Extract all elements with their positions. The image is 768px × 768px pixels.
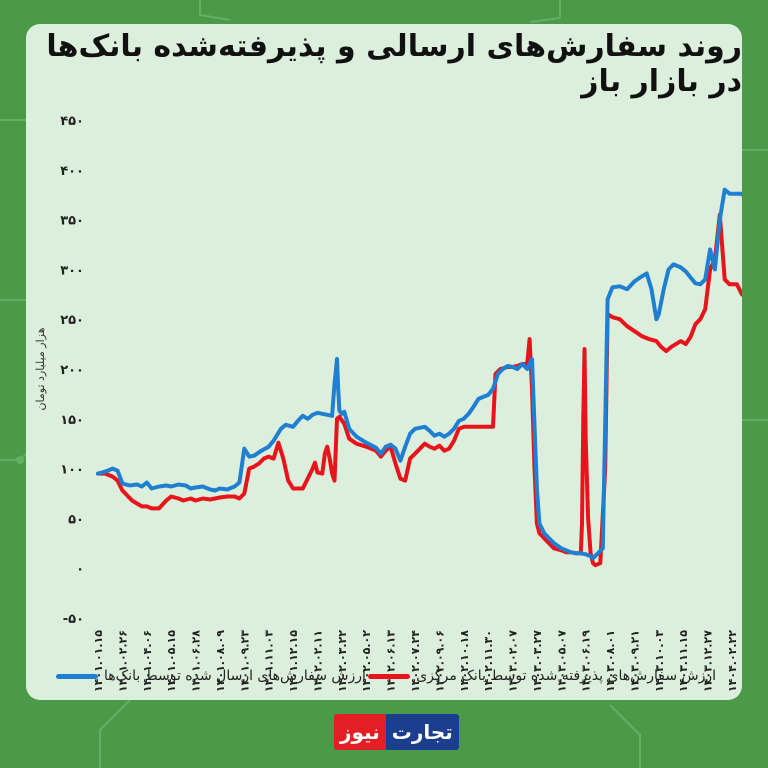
- x-tick-label: ۱۴۰۳.۰۵.۰۷: [555, 630, 568, 692]
- x-tick-label: ۱۴۰۱.۰۶.۲۸: [190, 630, 203, 692]
- brand-logo: تجارت نیوز: [334, 714, 459, 750]
- legend-label-sent: ارزش سفارش‌های ارسال شده توسط بانک‌ها: [104, 668, 366, 684]
- x-tick-label: ۱۴۰۲.۰۳.۲۲: [336, 630, 349, 692]
- legend-swatch-accepted: [368, 673, 411, 679]
- y-tick-label: ۰: [76, 562, 84, 577]
- x-tick-label: ۱۴۰۲.۱۰.۱۸: [458, 630, 471, 692]
- y-tick-label: ۱۵۰: [60, 413, 84, 428]
- line-chart: ۴۵۰ ۴۰۰ ۳۵۰ ۳۰۰ ۲۵۰ ۲۰۰ ۱۵۰ ۱۰۰ ۵۰ ۰ -۵۰ هزار میلیا…: [34, 114, 742, 692]
- y-tick-label: -۵۰: [63, 612, 84, 627]
- series-line-sent: [96, 187, 742, 561]
- x-tick-label: ۱۴۰۱.۱۲.۱۵: [287, 630, 300, 692]
- chart-title: روند سفارش‌های ارسالی و پذیرفته‌شده بانک…: [46, 29, 742, 99]
- x-tick-label: ۱۴۰۱.۰۲.۲۶: [116, 630, 129, 692]
- x-tick-label: ۱۴۰۲.۰۲.۱۱: [311, 630, 324, 692]
- legend-swatch-sent: [56, 673, 98, 679]
- logo-part-2: نیوز: [334, 714, 386, 750]
- x-tick-label: ۱۴۰۲.۰۹.۰۶: [433, 630, 446, 692]
- x-tick-label: ۱۴۰۲.۰۷.۲۴: [409, 630, 422, 692]
- y-tick-label: ۴۵۰: [60, 114, 84, 129]
- x-tick-label: ۱۴۰۳.۱۲.۲۷: [702, 630, 715, 692]
- legend-item-accepted: ارزش سفارش‌های پذیرفته شده توسط بانک مرک…: [368, 668, 716, 684]
- x-tick-label: ۱۴۰۳.۱۰.۰۳: [653, 630, 666, 692]
- x-tick-label: ۱۴۰۳.۱۱.۱۵: [677, 630, 690, 692]
- y-axis-label: هزار میلیارد تومان: [34, 327, 47, 410]
- legend-item-sent: ارزش سفارش‌های ارسال شده توسط بانک‌ها: [56, 668, 366, 684]
- x-tick-label: ۱۴۰۳.۰۶.۱۹: [580, 630, 593, 692]
- y-tick-label: ۵۰: [68, 512, 84, 527]
- x-tick-label: ۱۴۰۱.۰۴.۰۶: [141, 630, 154, 692]
- y-tick-label: ۱۰۰: [60, 463, 84, 478]
- y-tick-label: ۲۵۰: [60, 313, 84, 328]
- chart-card: روند سفارش‌های ارسالی و پذیرفته‌شده بانک…: [26, 24, 742, 700]
- y-tick-label: ۴۰۰: [60, 164, 84, 179]
- x-tick-label: ۱۴۰۱.۰۹.۲۳: [238, 630, 251, 692]
- series-line-accepted: [96, 212, 742, 568]
- logo-part-1: تجارت: [385, 714, 459, 750]
- x-tick-label: ۱۴۰۳.۰۳.۲۷: [531, 630, 544, 692]
- x-tick-label: ۱۴۰۱.۰۵.۱۵: [165, 630, 178, 692]
- x-tick-label: ۱۴۰۳.۰۸.۰۱: [604, 630, 617, 692]
- x-tick-label: ۱۴۰۳.۰۲.۰۷: [507, 630, 520, 692]
- legend: ارزش سفارش‌های پذیرفته شده توسط بانک مرک…: [56, 664, 716, 688]
- x-tick-label: ۱۴۰۱.۱۱.۰۳: [263, 630, 276, 692]
- y-tick-label: ۳۰۰: [60, 263, 84, 278]
- y-tick-label: ۲۰۰: [60, 363, 84, 378]
- x-tick-label: ۱۴۰۴.۰۲.۲۲: [726, 630, 739, 692]
- x-tick-label: ۱۴۰۲.۱۱.۳۰: [482, 630, 495, 692]
- legend-label-accepted: ارزش سفارش‌های پذیرفته شده توسط بانک مرک…: [416, 668, 716, 684]
- x-tick-label: ۱۴۰۳.۰۹.۲۱: [628, 630, 641, 692]
- x-tick-label: ۱۴۰۱.۰۸.۰۹: [214, 630, 227, 692]
- y-tick-label: ۳۵۰: [60, 214, 84, 229]
